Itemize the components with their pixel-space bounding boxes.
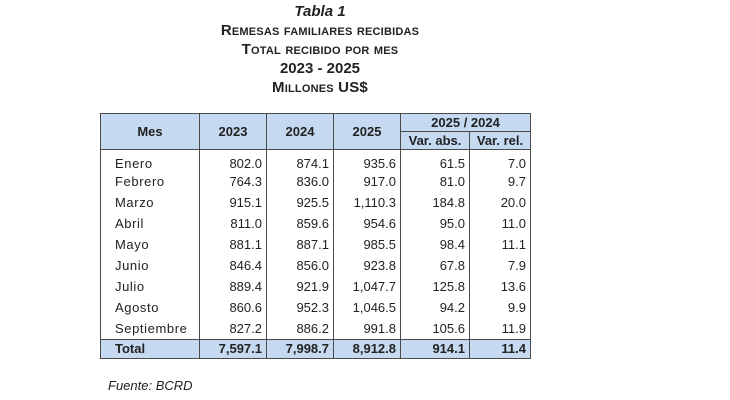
table-row: Julio 889.4 921.9 1,047.7 125.8 13.6 xyxy=(100,276,531,297)
cell-mes: Enero xyxy=(100,149,200,171)
total-2025: 8,912.8 xyxy=(333,339,401,359)
cell-mes: Abril xyxy=(100,213,200,234)
cell-var-rel: 9.7 xyxy=(469,171,531,192)
cell-2025: 923.8 xyxy=(333,255,401,276)
total-row: Total 7,597.1 7,998.7 8,912.8 914.1 11.4 xyxy=(100,339,531,359)
cell-var-abs: 125.8 xyxy=(400,276,470,297)
cell-var-rel: 11.0 xyxy=(469,213,531,234)
cell-2024: 836.0 xyxy=(266,171,334,192)
cell-2023: 881.1 xyxy=(199,234,267,255)
table-title-block: Tabla 1 Remesas familiares recibidas Tot… xyxy=(0,2,640,97)
table-row: Febrero 764.3 836.0 917.0 81.0 9.7 xyxy=(100,171,531,192)
cell-mes: Agosto xyxy=(100,297,200,318)
cell-2024: 921.9 xyxy=(266,276,334,297)
header-2023: 2023 xyxy=(199,113,267,150)
cell-2025: 935.6 xyxy=(333,149,401,171)
cell-var-rel: 9.9 xyxy=(469,297,531,318)
cell-2023: 764.3 xyxy=(199,171,267,192)
cell-var-rel: 7.9 xyxy=(469,255,531,276)
cell-var-rel: 13.6 xyxy=(469,276,531,297)
table-number: Tabla 1 xyxy=(294,3,346,20)
cell-var-abs: 105.6 xyxy=(400,318,470,340)
cell-2025: 954.6 xyxy=(333,213,401,234)
cell-var-abs: 94.2 xyxy=(400,297,470,318)
cell-2025: 991.8 xyxy=(333,318,401,340)
cell-var-rel: 7.0 xyxy=(469,149,531,171)
cell-var-abs: 98.4 xyxy=(400,234,470,255)
cell-mes: Julio xyxy=(100,276,200,297)
cell-2023: 860.6 xyxy=(199,297,267,318)
cell-2025: 1,046.5 xyxy=(333,297,401,318)
table-row: Agosto 860.6 952.3 1,046.5 94.2 9.9 xyxy=(100,297,531,318)
total-2024: 7,998.7 xyxy=(266,339,334,359)
header-row-2: Var. abs. Var. rel. xyxy=(101,131,531,150)
cell-var-abs: 95.0 xyxy=(400,213,470,234)
cell-2024: 856.0 xyxy=(266,255,334,276)
cell-2024: 952.3 xyxy=(266,297,334,318)
cell-2023: 915.1 xyxy=(199,192,267,213)
cell-var-rel: 11.1 xyxy=(469,234,531,255)
cell-var-abs: 61.5 xyxy=(400,149,470,171)
cell-2024: 887.1 xyxy=(266,234,334,255)
header-2025: 2025 xyxy=(333,113,401,150)
cell-2024: 925.5 xyxy=(266,192,334,213)
total-2023: 7,597.1 xyxy=(199,339,267,359)
total-var-rel: 11.4 xyxy=(469,339,531,359)
header-2024: 2024 xyxy=(266,113,334,150)
cell-var-abs: 184.8 xyxy=(400,192,470,213)
source-note: Fuente: BCRD xyxy=(108,378,193,393)
cell-var-abs: 67.8 xyxy=(400,255,470,276)
cell-2023: 811.0 xyxy=(199,213,267,234)
cell-2025: 1,047.7 xyxy=(333,276,401,297)
total-var-abs: 914.1 xyxy=(400,339,470,359)
header-row-1: Mes 2023 2024 2025 2025 / 2024 xyxy=(100,113,531,150)
cell-2025: 985.5 xyxy=(333,234,401,255)
cell-var-abs: 81.0 xyxy=(400,171,470,192)
cell-var-rel: 20.0 xyxy=(469,192,531,213)
table-row: Abril 811.0 859.6 954.6 95.0 11.0 xyxy=(100,213,531,234)
cell-mes: Febrero xyxy=(100,171,200,192)
cell-mes: Junio xyxy=(100,255,200,276)
table-row: Junio 846.4 856.0 923.8 67.8 7.9 xyxy=(100,255,531,276)
cell-2023: 846.4 xyxy=(199,255,267,276)
header-var-rel: Var. rel. xyxy=(469,131,531,150)
table-period: 2023 - 2025 xyxy=(279,60,361,77)
cell-mes: Marzo xyxy=(100,192,200,213)
cell-2025: 917.0 xyxy=(333,171,401,192)
table-row: Enero 802.0 874.1 935.6 61.5 7.0 xyxy=(100,149,531,171)
cell-2024: 859.6 xyxy=(266,213,334,234)
remittances-table: Mes 2023 2024 2025 2025 / 2024 Var. abs.… xyxy=(100,113,531,359)
table-row: Marzo 915.1 925.5 1,110.3 184.8 20.0 xyxy=(100,192,531,213)
table-row: Septiembre 827.2 886.2 991.8 105.6 11.9 xyxy=(100,318,531,340)
table-title: Remesas familiares recibidas xyxy=(220,22,420,39)
cell-2023: 889.4 xyxy=(199,276,267,297)
table-units: Millones US$ xyxy=(272,79,368,96)
cell-mes: Mayo xyxy=(100,234,200,255)
table-subtitle: Total recibido por mes xyxy=(241,41,399,58)
header-comparison-group: 2025 / 2024 xyxy=(400,113,531,132)
cell-2023: 802.0 xyxy=(199,149,267,171)
cell-2024: 874.1 xyxy=(266,149,334,171)
cell-var-rel: 11.9 xyxy=(469,318,531,340)
header-mes: Mes xyxy=(100,113,200,150)
cell-2024: 886.2 xyxy=(266,318,334,340)
cell-2023: 827.2 xyxy=(199,318,267,340)
cell-mes: Septiembre xyxy=(100,318,200,340)
table-row: Mayo 881.1 887.1 985.5 98.4 11.1 xyxy=(100,234,531,255)
total-label: Total xyxy=(100,339,200,359)
cell-2025: 1,110.3 xyxy=(333,192,401,213)
header-var-abs: Var. abs. xyxy=(400,131,470,150)
